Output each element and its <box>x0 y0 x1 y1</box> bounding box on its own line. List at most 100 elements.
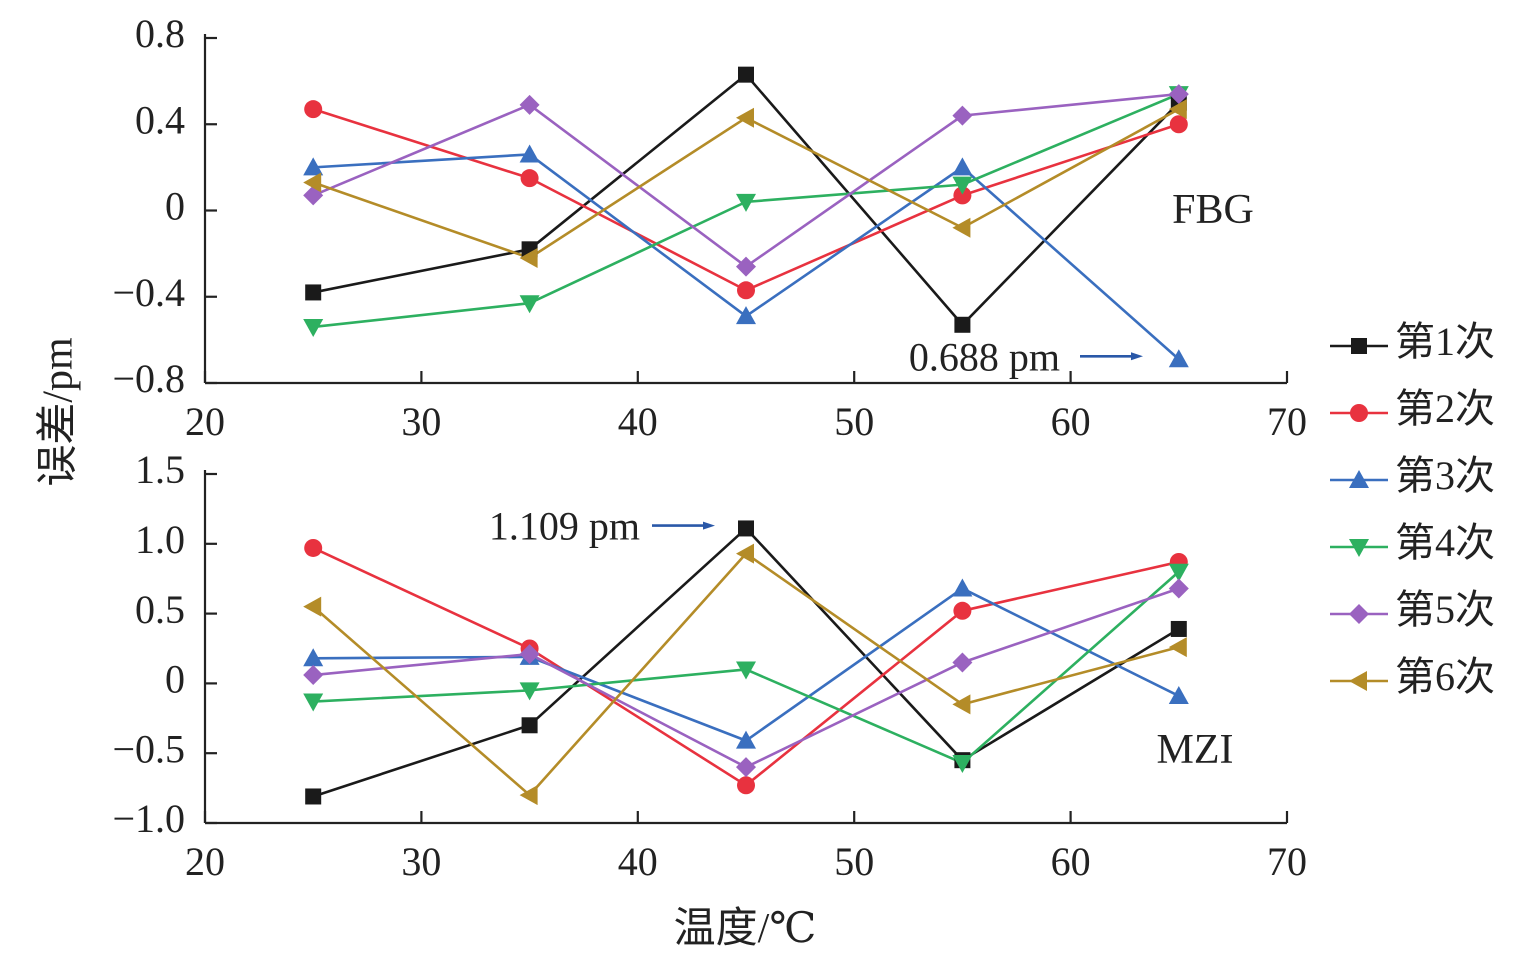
legend-label-4: 第4次 <box>1395 520 1495 565</box>
mzi-y-tick-label: −1.0 <box>112 796 185 841</box>
fbg-x-tick-label: 20 <box>185 399 225 444</box>
mzi-series-5-point <box>519 644 540 665</box>
mzi-series-6-point <box>519 785 538 806</box>
fbg-series-5-point <box>952 105 973 126</box>
legend-marker-5 <box>1349 604 1369 624</box>
mzi-y-tick-label: 0.5 <box>135 587 185 632</box>
fbg-series-3-point <box>303 157 324 176</box>
fbg-series-6-point <box>303 172 322 193</box>
mzi-series-5-point <box>736 757 756 778</box>
fbg-x-tick-label: 40 <box>618 399 658 444</box>
fbg-series-1-point <box>305 284 322 301</box>
mzi-series-3-point <box>1168 685 1189 704</box>
fbg-series-1-point <box>738 66 754 83</box>
fbg-y-tick-label: 0.8 <box>135 11 185 56</box>
mzi-series-6-point <box>736 543 754 564</box>
mzi-y-tick-label: 1.5 <box>135 447 185 492</box>
fbg-series-2-point <box>1169 115 1188 134</box>
legend-marker-6 <box>1349 671 1367 691</box>
fbg-panel-label: FBG <box>1172 187 1254 233</box>
fbg-series-3-point <box>519 144 540 163</box>
mzi-series-1-point <box>521 717 538 734</box>
fbg-series-4-point <box>303 318 324 337</box>
mzi-panel-label: MZI <box>1157 727 1234 773</box>
legend-label-1: 第1次 <box>1395 319 1495 364</box>
fbg-series-4-point <box>736 193 756 212</box>
fbg-series-3-point <box>1168 349 1189 368</box>
fbg-series-2-point <box>304 100 323 119</box>
fbg-series-2-point <box>520 169 539 188</box>
mzi-series-4-point <box>736 661 756 680</box>
mzi-series-3-point <box>952 578 973 597</box>
mzi-x-tick-label: 30 <box>401 839 441 884</box>
mzi-series-3-point <box>303 648 324 667</box>
mzi-panel: 20 30 40 50 60 70 1.5 1.0 0.5 0 −0.5 −1.0 MZI 1.109 p… <box>112 447 1307 884</box>
mzi-x-tick-label: 60 <box>1051 839 1091 884</box>
mzi-y-tick-label: −0.5 <box>112 726 185 771</box>
fbg-series-3-point <box>952 157 973 176</box>
legend-label-3: 第3次 <box>1395 453 1495 498</box>
mzi-series-1-point <box>305 788 322 805</box>
fbg-x-tick-label: 50 <box>834 399 874 444</box>
mzi-series-1-point <box>1170 620 1187 637</box>
y-axis-title: 误差/pm <box>36 337 82 487</box>
legend-label-2: 第2次 <box>1395 386 1495 431</box>
mzi-series-2-point <box>953 601 972 620</box>
legend-marker-4 <box>1349 539 1369 557</box>
mzi-series-6-point <box>952 694 971 715</box>
mzi-y-tick-label: 1.0 <box>135 517 185 562</box>
fbg-series-2-point <box>953 186 972 205</box>
legend-marker-2 <box>1350 404 1368 422</box>
fbg-series-3-point <box>736 306 756 325</box>
mzi-series-4-point <box>1168 563 1189 582</box>
fbg-annotation-text: 0.688 pm <box>909 334 1060 379</box>
legend-marker-3 <box>1349 470 1369 488</box>
fbg-series-4-point <box>519 295 540 314</box>
fbg-y-tick-label: 0 <box>165 184 185 229</box>
mzi-series-2-point <box>304 538 323 557</box>
fbg-series-4-point <box>952 176 973 195</box>
mzi-series-4-point <box>303 693 324 712</box>
mzi-series-5-point <box>303 665 324 686</box>
fbg-x-tick-label: 70 <box>1267 399 1307 444</box>
fbg-series-6-point <box>519 247 538 268</box>
legend-label-5: 第5次 <box>1395 587 1495 632</box>
mzi-series-6-point <box>1168 637 1187 658</box>
mzi-series-3-point <box>736 730 756 749</box>
mzi-annotation-arrowhead <box>703 521 715 530</box>
fbg-x-tick-label: 30 <box>401 399 441 444</box>
x-axis-title: 温度/℃ <box>674 906 817 952</box>
mzi-series-6-point <box>303 596 322 617</box>
mzi-series-1-point <box>738 520 754 537</box>
fbg-panel: 20 30 40 50 60 70 0.8 0.4 0 −0.4 −0.8 FBG 0.688 pm <box>112 11 1307 444</box>
fbg-series-6-point <box>952 217 971 238</box>
fbg-y-tick-label: −0.8 <box>112 356 185 401</box>
fbg-series-1-point <box>954 316 971 333</box>
fbg-y-tick-label: 0.4 <box>135 97 185 142</box>
fbg-series-5-point <box>519 94 540 115</box>
mzi-series-2-point <box>737 776 755 795</box>
mzi-series-5-point <box>952 652 973 673</box>
mzi-x-tick-label: 50 <box>834 839 874 884</box>
fbg-x-tick-label: 60 <box>1051 399 1091 444</box>
mzi-series-4-point <box>952 754 973 773</box>
fbg-series-5-point <box>1168 84 1189 105</box>
mzi-x-tick-label: 20 <box>185 839 225 884</box>
fbg-series-6-point <box>736 107 754 128</box>
fbg-series-5-point <box>736 256 756 277</box>
mzi-y-tick-label: 0 <box>165 657 185 702</box>
mzi-series-5-point <box>1168 578 1189 599</box>
legend-marker-1 <box>1351 338 1367 354</box>
legend-label-6: 第6次 <box>1395 654 1495 699</box>
fbg-annotation-arrowhead <box>1131 352 1143 361</box>
mzi-series-4-point <box>519 682 540 701</box>
mzi-annotation-text: 1.109 pm <box>489 504 640 549</box>
mzi-x-tick-label: 70 <box>1267 839 1307 884</box>
fbg-series-2-point <box>737 281 755 300</box>
fbg-series-6-point <box>1168 99 1187 120</box>
fbg-y-tick-label: −0.4 <box>112 270 185 315</box>
mzi-x-tick-label: 40 <box>618 839 658 884</box>
